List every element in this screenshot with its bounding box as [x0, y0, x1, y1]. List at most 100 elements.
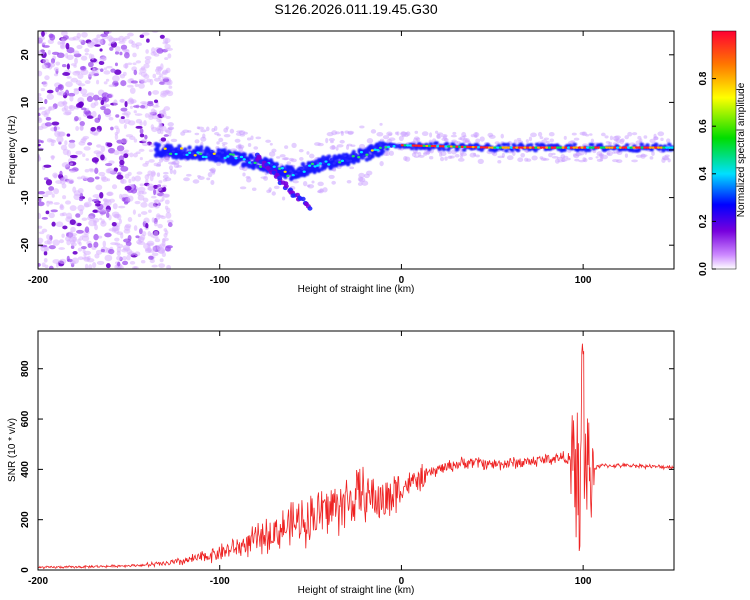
noise-speckle [89, 169, 94, 173]
y-tick-label: -10 [20, 190, 31, 205]
noise-speckle [77, 188, 84, 194]
noise-speckle [86, 92, 95, 97]
x-tick-label: -200 [28, 275, 48, 286]
core-point [389, 145, 394, 148]
haze-speckle [651, 151, 655, 156]
noise-speckle [80, 175, 86, 180]
noise-speckle [61, 162, 70, 168]
haze-speckle [206, 177, 211, 181]
noise-speckle [127, 120, 136, 126]
noise-speckle [136, 171, 143, 175]
haze-speckle [196, 126, 200, 130]
haze-speckle [575, 151, 580, 157]
noise-speckle [77, 204, 85, 212]
noise-speckle [163, 134, 170, 137]
noise-speckle [160, 137, 167, 142]
core-point [182, 153, 186, 156]
noise-speckle [110, 126, 114, 131]
core-point [218, 150, 222, 153]
noise-speckle [86, 177, 95, 183]
core-point [302, 170, 306, 173]
core-point [616, 146, 620, 149]
haze-speckle [570, 140, 575, 143]
core-point [596, 146, 601, 149]
noise-speckle [40, 88, 46, 92]
haze-speckle [328, 174, 335, 179]
noise-speckle [131, 176, 136, 182]
noise-speckle [65, 236, 71, 242]
core-point [526, 146, 530, 149]
signal-blob [504, 148, 509, 153]
haze-speckle [567, 150, 572, 153]
noise-speckle [66, 149, 71, 157]
noise-speckle [59, 203, 64, 209]
haze-speckle [520, 152, 526, 158]
noise-speckle [88, 264, 93, 269]
noise-speckle [52, 172, 59, 178]
noise-speckle [114, 133, 119, 141]
haze-speckle [328, 137, 335, 142]
noise-speckle [147, 231, 152, 237]
noise-speckle [124, 185, 132, 191]
noise-speckle [107, 248, 115, 255]
haze-speckle [286, 161, 292, 165]
haze-speckle [271, 191, 276, 196]
noise-speckle [140, 211, 148, 215]
noise-speckle [45, 190, 53, 196]
haze-speckle [624, 135, 629, 140]
haze-speckle [385, 150, 390, 156]
noise-speckle [48, 186, 55, 191]
noise-speckle [119, 51, 123, 56]
noise-speckle [45, 116, 52, 121]
noise-speckle [66, 255, 70, 262]
haze-speckle [276, 156, 281, 159]
core-point [588, 146, 593, 149]
noise-speckle [44, 98, 48, 105]
signal-blob [434, 141, 439, 145]
haze-speckle [506, 155, 514, 161]
haze-speckle [379, 138, 385, 142]
noise-speckle [69, 154, 78, 159]
snr-axes: -200 -100 0 100 0 200 400 600 800 [20, 331, 674, 587]
noise-speckle [66, 76, 72, 79]
haze-speckle [475, 154, 480, 158]
haze-speckle [361, 180, 369, 186]
noise-speckle [99, 48, 103, 52]
noise-speckle [41, 63, 48, 70]
haze-speckle [158, 158, 164, 163]
noise-speckle [123, 201, 129, 205]
noise-speckle [140, 202, 148, 208]
noise-speckle [38, 92, 42, 97]
signal-blob [155, 147, 160, 152]
haze-speckle [292, 180, 299, 184]
noise-speckle [130, 80, 138, 84]
core-point [179, 147, 184, 150]
noise-speckle [72, 50, 80, 55]
haze-speckle [247, 142, 252, 148]
signal-blob [370, 154, 375, 159]
noise-speckle [158, 180, 163, 184]
core-point [637, 146, 642, 149]
noise-speckle [41, 216, 49, 220]
noise-speckle [49, 34, 56, 41]
noise-speckle [96, 129, 100, 134]
haze-speckle [560, 159, 568, 162]
signal-blob [441, 147, 447, 152]
noise-speckle [38, 139, 42, 143]
haze-speckle [588, 156, 593, 160]
noise-speckle [134, 175, 142, 182]
core-point [648, 146, 652, 149]
core-point [395, 144, 399, 148]
noise-speckle [162, 69, 168, 76]
core-point [193, 154, 197, 157]
noise-speckle [70, 242, 77, 247]
noise-speckle [165, 212, 172, 219]
core-point [359, 150, 364, 154]
core-point [501, 146, 505, 149]
core-point [299, 166, 304, 170]
snr-y-axis-label: SNR (10 * v/v) [7, 418, 18, 482]
core-point [335, 160, 339, 163]
noise-speckle [105, 78, 110, 82]
noise-speckle [152, 236, 159, 239]
